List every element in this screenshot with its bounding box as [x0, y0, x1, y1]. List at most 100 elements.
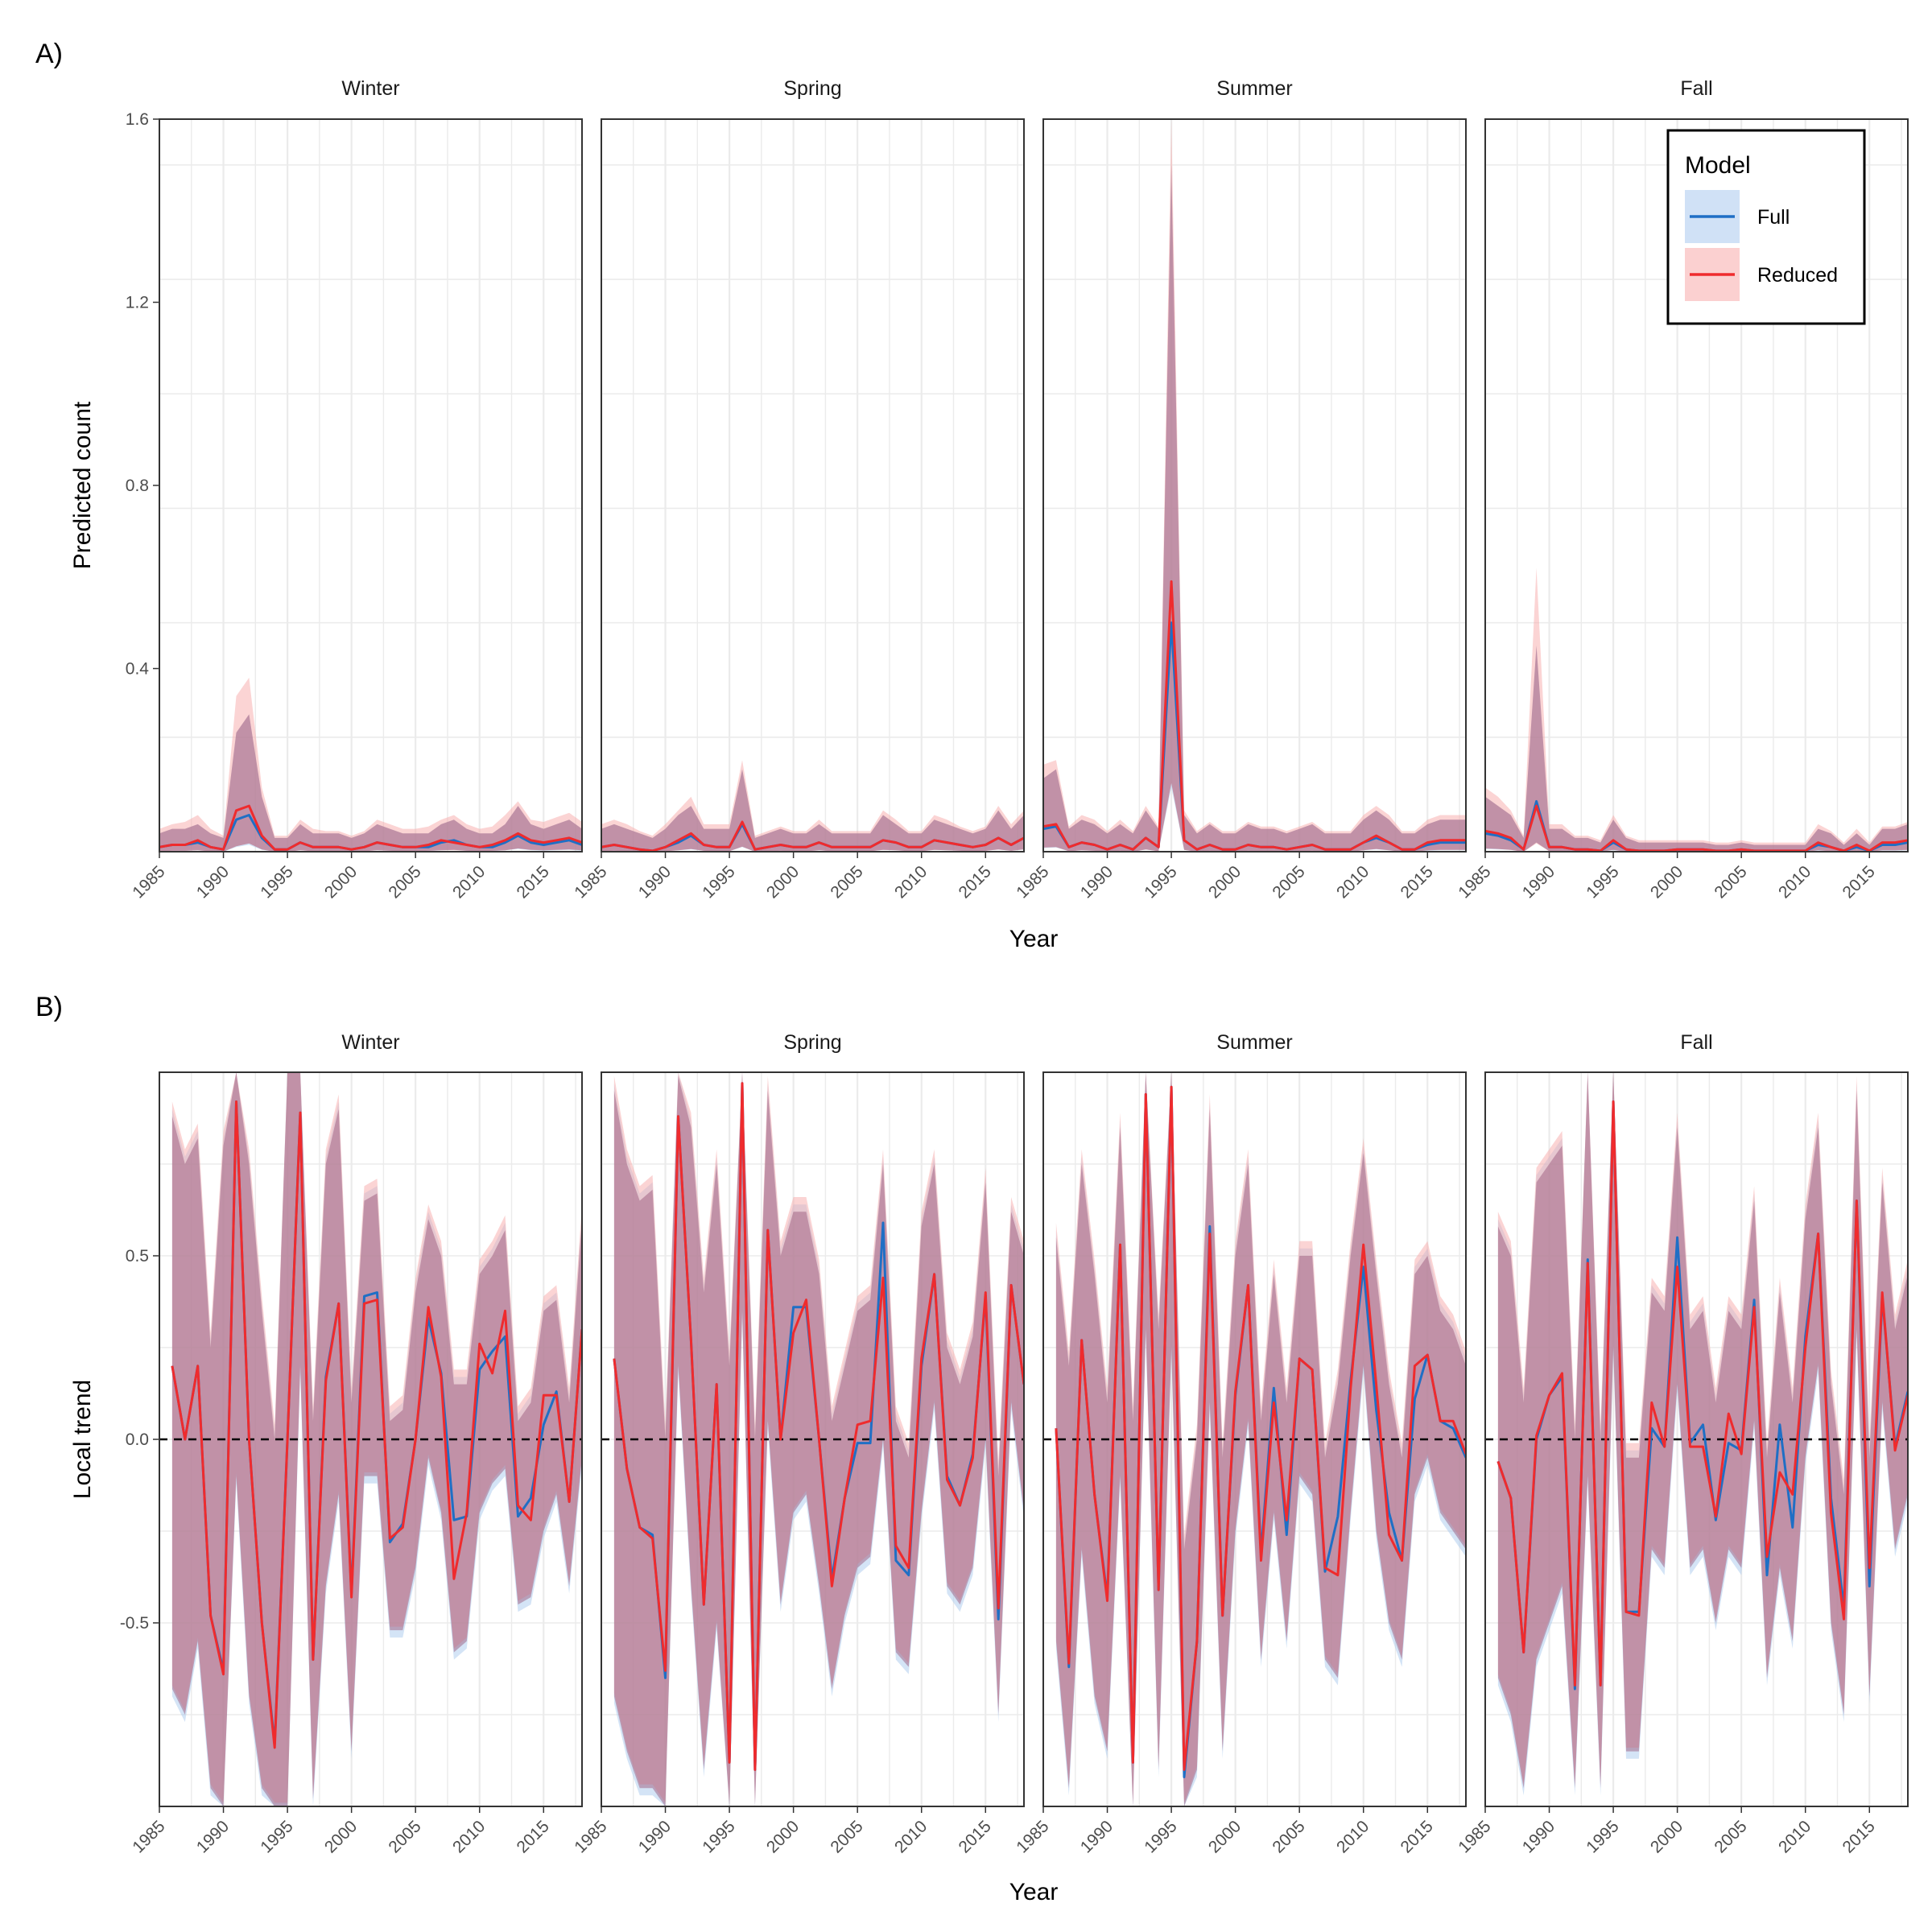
facet-winter: [158, 1071, 583, 1813]
x-tick-label: 2005: [827, 862, 866, 902]
x-tick-label: 2010: [1333, 1817, 1373, 1856]
x-tick-label: 1990: [193, 862, 233, 902]
facet-strip-label: Winter: [341, 77, 399, 100]
legend-entry-reduced: Reduced: [1685, 248, 1838, 301]
x-tick-label: 2000: [321, 862, 361, 902]
y-axis-title: Local trend: [69, 1380, 96, 1499]
facet-border: [1484, 118, 1909, 852]
x-tick-label: 2005: [1711, 1817, 1750, 1856]
legend-entry-full: Full: [1685, 190, 1790, 243]
series-line-reduced: [1496, 1100, 1908, 1686]
x-tick-label: 2015: [514, 862, 553, 902]
series-line-reduced: [613, 1082, 1024, 1771]
facet-plot-area: [1485, 1072, 1908, 1796]
facet-summer: [1042, 118, 1467, 858]
y-tick-label: 0.0: [126, 1430, 149, 1449]
x-tick-label: 1985: [1455, 862, 1494, 902]
x-tick-label: 2000: [1647, 1817, 1686, 1856]
y-tick-label: 1.6: [126, 110, 149, 129]
x-tick-label: 2000: [1647, 862, 1686, 902]
x-tick-label: 1990: [635, 1817, 675, 1856]
y-tick-label: 0.4: [126, 660, 150, 679]
facet-strip-label: Fall: [1680, 77, 1712, 100]
x-tick-label: 1990: [1519, 862, 1558, 902]
facet-spring: [600, 1071, 1025, 1813]
x-tick-label: 1995: [699, 1817, 738, 1856]
facet-spring: [600, 118, 1025, 858]
facet-strip-label: Summer: [1216, 1031, 1292, 1054]
series-line-reduced: [1043, 580, 1466, 851]
series-line-reduced: [159, 804, 582, 851]
x-tick-label: 2005: [385, 862, 424, 902]
x-tick-label: 1985: [571, 862, 610, 902]
facet-border: [159, 1071, 583, 1807]
series-line-reduced: [1485, 804, 1908, 852]
y-axis-title: Predicted count: [69, 401, 96, 569]
facet-strip-label: Fall: [1680, 1031, 1712, 1054]
series-line-reduced: [601, 820, 1024, 852]
x-tick-label: 2010: [1775, 1817, 1814, 1856]
y-tick-label: -0.5: [120, 1614, 149, 1633]
x-tick-label: 2005: [1711, 862, 1750, 902]
facet-summer: [1042, 1071, 1467, 1813]
x-tick-label: 1985: [1455, 1817, 1494, 1856]
x-tick-label: 1990: [193, 1817, 233, 1856]
y-tick-label: 1.2: [126, 294, 149, 312]
x-tick-label: 1995: [1141, 1817, 1180, 1856]
x-tick-label: 1985: [129, 1817, 168, 1856]
x-axis-title: Year: [1009, 1879, 1059, 1905]
facet-strip-label: Spring: [783, 1031, 841, 1054]
x-tick-label: 2005: [1269, 1817, 1308, 1856]
ribbon-overlap: [601, 769, 1024, 852]
x-tick-label: 2010: [1775, 862, 1814, 902]
x-tick-label: 2005: [827, 1817, 866, 1856]
x-tick-label: 2015: [1839, 1817, 1879, 1856]
x-tick-label: 2000: [321, 1817, 361, 1856]
facet-border: [601, 1071, 1025, 1807]
facet-plot-area: [1485, 568, 1908, 852]
x-tick-label: 2010: [449, 862, 489, 902]
x-tick-label: 2015: [514, 1817, 553, 1856]
x-tick-label: 2015: [1839, 862, 1879, 902]
x-tick-label: 2010: [891, 1817, 931, 1856]
x-tick-label: 1985: [571, 1817, 610, 1856]
x-tick-label: 2000: [763, 1817, 803, 1856]
facet-strip-label: Spring: [783, 77, 841, 100]
facet-strip-label: Summer: [1216, 77, 1292, 100]
x-tick-label: 1990: [1519, 1817, 1558, 1856]
x-tick-label: 1990: [1077, 1817, 1117, 1856]
x-tick-label: 1990: [635, 862, 675, 902]
legend: Model Full Reduced: [1666, 129, 1866, 325]
facet-border: [1042, 118, 1467, 852]
x-tick-label: 2010: [891, 862, 931, 902]
x-tick-label: 2005: [385, 1817, 424, 1856]
x-tick-label: 2015: [1397, 1817, 1437, 1856]
x-tick-label: 1990: [1077, 862, 1117, 902]
facet-strip-label: Winter: [341, 1031, 399, 1054]
x-tick-label: 2015: [956, 1817, 995, 1856]
x-tick-label: 1995: [257, 862, 296, 902]
x-tick-label: 2000: [1205, 1817, 1245, 1856]
x-axis-title: Year: [1009, 926, 1059, 952]
ribbon-overlap: [159, 714, 582, 852]
facet-border: [601, 118, 1025, 852]
facet-winter: [158, 118, 583, 858]
x-tick-label: 2010: [1333, 862, 1373, 902]
x-tick-label: 2010: [449, 1817, 489, 1856]
y-tick-label: 0.5: [126, 1247, 149, 1265]
facet-fall: [1484, 1071, 1909, 1813]
facet-border: [1484, 1071, 1909, 1807]
facet-border: [159, 118, 583, 852]
facet-plot-area: [1043, 119, 1466, 852]
series-line-reduced: [1055, 1085, 1466, 1771]
y-tick-label: 0.8: [126, 477, 149, 495]
x-tick-label: 2000: [763, 862, 803, 902]
legend-title: Model: [1685, 152, 1751, 179]
facet-plot-area: [601, 760, 1024, 852]
x-tick-label: 2005: [1269, 862, 1308, 902]
x-tick-label: 1995: [699, 862, 738, 902]
x-tick-label: 1985: [1013, 862, 1052, 902]
facet-plot-area: [1043, 1072, 1466, 1806]
